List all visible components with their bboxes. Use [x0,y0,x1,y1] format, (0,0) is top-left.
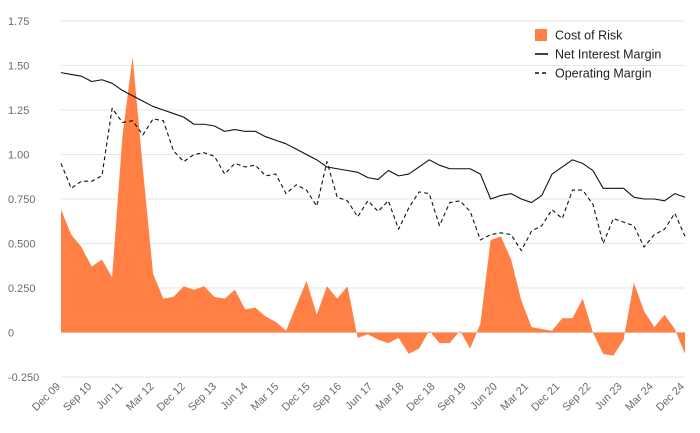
x-tick-label: Mar 24 [623,381,656,414]
x-tick-label: Mar 12 [124,381,157,414]
legend-swatch [535,29,547,41]
x-tick-label: Jun 20 [468,381,500,413]
y-tick-label: 0.500 [8,239,36,251]
x-tick-label: Dec 18 [404,381,437,414]
x-tick-label: Dec 24 [654,381,687,414]
x-tick-label: Sep 13 [186,381,219,414]
y-tick-label: 0.250 [8,283,36,295]
net-interest-margin-line [60,72,686,204]
x-tick-label: Mar 15 [249,381,282,414]
x-tick-label: Dec 15 [280,381,313,414]
legend-item: Net Interest Margin [535,48,661,62]
y-tick-label: 1.50 [8,61,29,73]
y-tick-label: -0.250 [8,372,39,384]
x-tick-label: Sep 22 [560,381,593,414]
y-tick-label: 0.750 [8,194,36,206]
x-tick-label: Mar 21 [498,381,531,414]
x-tick-label: Sep 10 [61,381,94,414]
series [60,56,686,356]
y-tick-label: 1.00 [8,150,29,162]
legend-label: Cost of Risk [555,29,623,43]
x-tick-label: Mar 18 [374,381,407,414]
y-tick-label: 1.25 [8,105,29,117]
x-tick-label: Dec 09 [30,381,63,414]
y-tick-label: 0 [8,328,14,340]
x-tick-label: Sep 16 [311,381,344,414]
x-tick-label: Dec 12 [155,381,188,414]
x-tick-label: Jun 11 [94,381,125,412]
cost-of-risk-area [61,56,685,356]
legend-item: Operating Margin [535,67,652,81]
legend: Cost of Risk Net Interest Margin Operating… [535,29,661,81]
x-tick-label: Jun 14 [218,381,250,413]
x-tick-label: Jun 17 [343,381,375,413]
legend-label: Net Interest Margin [555,48,661,62]
y-axis-tick-labels: -0.250 0 0.250 0.500 0.750 1.00 1.25 1.50 1.75 [8,16,39,384]
operating-margin-line [60,107,686,252]
x-tick-label: Dec 21 [529,381,562,414]
legend-item: Cost of Risk [535,29,623,43]
x-tick-label: Sep 19 [436,381,469,414]
y-tick-label: 1.75 [8,16,29,28]
legend-label: Operating Margin [555,67,652,81]
x-tick-label: Jun 23 [593,381,625,413]
